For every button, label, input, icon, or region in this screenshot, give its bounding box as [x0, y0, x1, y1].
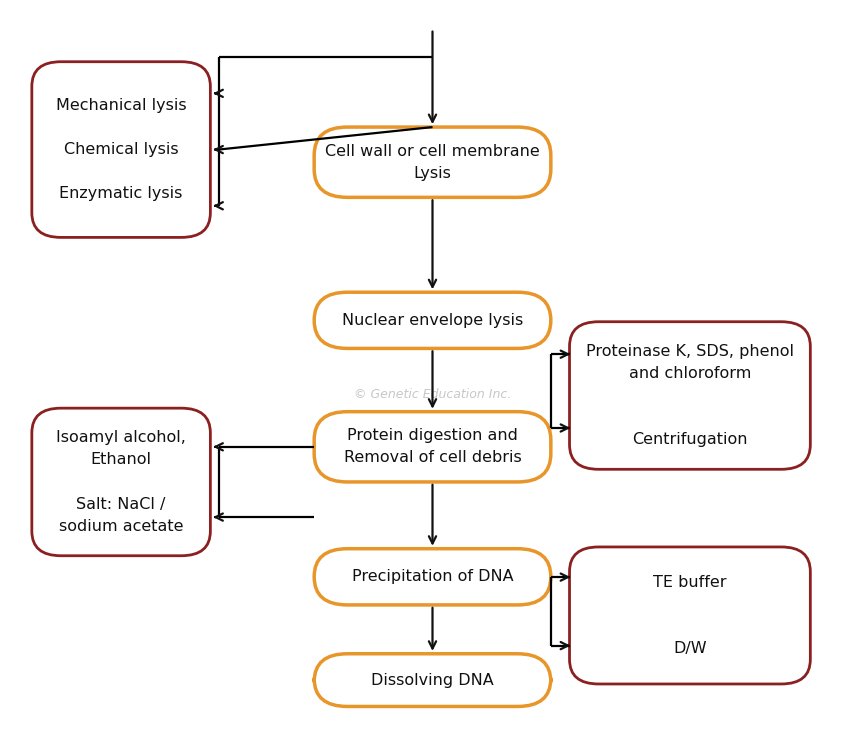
FancyBboxPatch shape	[314, 549, 551, 605]
Text: Nuclear envelope lysis: Nuclear envelope lysis	[342, 313, 523, 328]
FancyBboxPatch shape	[569, 547, 811, 684]
Text: TE buffer


D/W: TE buffer D/W	[653, 575, 727, 657]
FancyBboxPatch shape	[32, 61, 210, 237]
FancyBboxPatch shape	[32, 408, 210, 556]
Text: Mechanical lysis

Chemical lysis

Enzymatic lysis: Mechanical lysis Chemical lysis Enzymati…	[55, 97, 187, 201]
FancyBboxPatch shape	[314, 292, 551, 348]
FancyBboxPatch shape	[314, 127, 551, 198]
FancyBboxPatch shape	[314, 654, 551, 706]
Text: Cell wall or cell membrane
Lysis: Cell wall or cell membrane Lysis	[325, 143, 540, 181]
Text: Proteinase K, SDS, phenol
and chloroform


Centrifugation: Proteinase K, SDS, phenol and chloroform…	[586, 343, 794, 447]
Text: © Genetic Education Inc.: © Genetic Education Inc.	[354, 388, 511, 400]
Text: Isoamyl alcohol,
Ethanol

Salt: NaCl /
sodium acetate: Isoamyl alcohol, Ethanol Salt: NaCl / so…	[56, 430, 186, 534]
FancyBboxPatch shape	[314, 411, 551, 482]
Text: Dissolving DNA: Dissolving DNA	[371, 673, 494, 687]
FancyBboxPatch shape	[569, 322, 811, 469]
Text: Protein digestion and
Removal of cell debris: Protein digestion and Removal of cell de…	[343, 428, 522, 466]
Text: Precipitation of DNA: Precipitation of DNA	[352, 569, 513, 584]
